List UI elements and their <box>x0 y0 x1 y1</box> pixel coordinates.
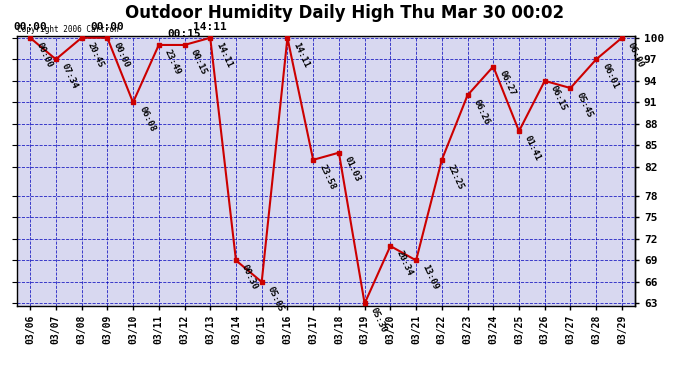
Text: 13:09: 13:09 <box>420 263 440 291</box>
Text: 07:34: 07:34 <box>60 62 79 90</box>
Text: 14:11: 14:11 <box>292 40 311 69</box>
Text: Copyright 2006 Cartron: Copyright 2006 Cartron <box>17 25 119 34</box>
Text: Outdoor Humidity Daily High Thu Mar 30 00:02: Outdoor Humidity Daily High Thu Mar 30 0… <box>126 4 564 22</box>
Text: 06:01: 06:01 <box>600 62 620 90</box>
Text: 06:15: 06:15 <box>549 84 569 112</box>
Text: 14:11: 14:11 <box>193 22 227 32</box>
Text: 00:00: 00:00 <box>112 40 131 69</box>
Text: 06:26: 06:26 <box>472 98 491 126</box>
Text: 00:15: 00:15 <box>188 48 208 76</box>
Text: 06:00: 06:00 <box>626 40 646 69</box>
Text: 05:30: 05:30 <box>368 306 388 334</box>
Text: 05:45: 05:45 <box>575 91 594 119</box>
Text: 23:58: 23:58 <box>317 163 337 191</box>
Text: 06:08: 06:08 <box>137 105 157 134</box>
Text: 00:00: 00:00 <box>90 22 124 32</box>
Text: 14:11: 14:11 <box>215 40 234 69</box>
Text: 00:00: 00:00 <box>13 22 47 32</box>
Text: 00:30: 00:30 <box>240 263 259 291</box>
Text: 01:41: 01:41 <box>523 134 543 162</box>
Text: 06:27: 06:27 <box>497 69 517 98</box>
Text: 01:03: 01:03 <box>343 156 362 184</box>
Text: 23:49: 23:49 <box>163 48 182 76</box>
Text: 00:00: 00:00 <box>34 40 54 69</box>
Text: 05:05: 05:05 <box>266 285 286 313</box>
Text: 00:15: 00:15 <box>168 29 201 39</box>
Text: 20:34: 20:34 <box>395 249 414 277</box>
Text: 22:25: 22:25 <box>446 163 466 191</box>
Text: 20:45: 20:45 <box>86 40 106 69</box>
